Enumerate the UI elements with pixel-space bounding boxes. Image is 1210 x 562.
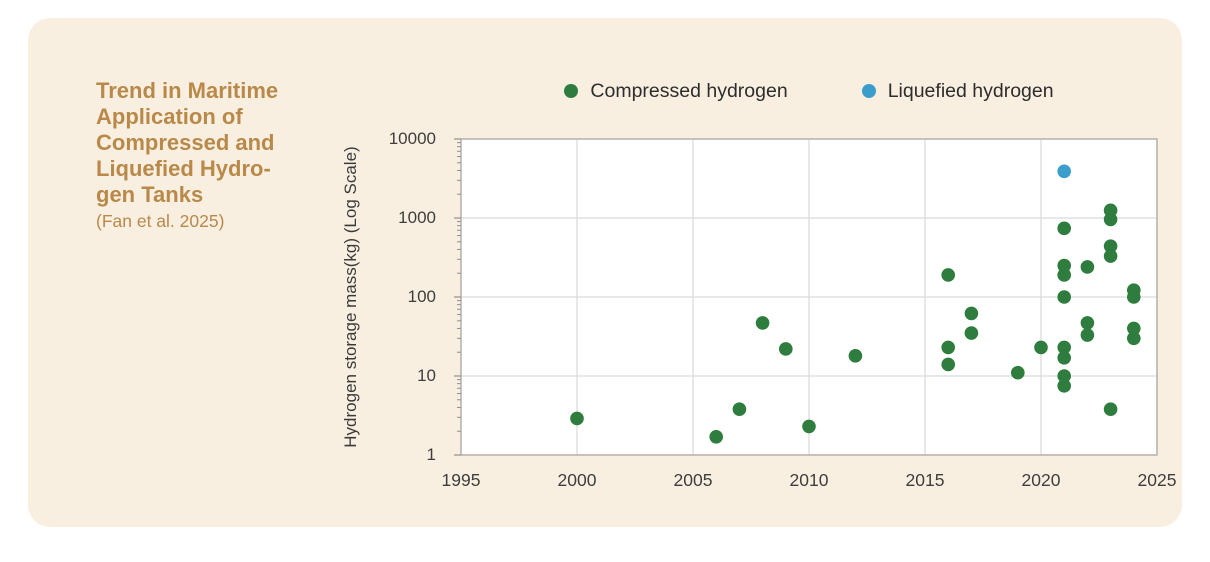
figure-card: Trend in Maritime Application of Compres… [28,18,1182,527]
chart-title: Trend in Maritime Application of Compres… [96,78,279,207]
data-point-compressed [1034,340,1048,355]
x-tick-label: 2005 [673,470,713,490]
data-point-compressed [779,342,793,356]
legend-label-compressed: Compressed hydrogen [590,79,788,102]
liquefied-hydrogen-dot-icon [861,84,876,98]
data-point-compressed [1057,268,1071,282]
data-point-compressed [941,357,955,372]
data-point-compressed [964,306,979,321]
y-tick-label: 10000 [388,129,436,148]
data-point-compressed [1057,379,1071,393]
x-tick-label: 2015 [905,470,945,490]
chart-legend: Compressed hydrogen Liquefied hydrogen [461,77,1157,105]
data-point-compressed [1127,290,1141,304]
legend-label-liquefied: Liquefied hydrogen [887,79,1054,102]
data-point-compressed [1127,331,1141,346]
data-point-compressed [732,402,747,416]
data-point-compressed [1011,365,1025,380]
data-point-compressed [570,411,584,426]
x-tick-label: 2020 [1021,470,1061,490]
data-point-compressed [1103,239,1118,253]
data-point-compressed [1057,340,1071,355]
data-point-compressed [1103,212,1118,227]
data-point-compressed [941,340,955,355]
data-point-compressed [1057,369,1071,383]
x-tick-label: 2010 [789,470,829,490]
compressed-hydrogen-dot-icon [564,84,579,98]
title-block: Trend in Maritime Application of Compres… [96,78,346,232]
y-tick-label: 1000 [398,208,436,227]
y-tick-label: 100 [407,287,436,306]
legend-item-compressed: Compressed hydrogen [564,79,788,103]
data-point-compressed [1080,328,1095,342]
data-point-compressed [1103,402,1118,416]
data-point-compressed [1057,258,1071,273]
data-point-liquefied [1057,164,1071,179]
x-tick-label: 2000 [557,470,597,490]
chart-source-citation: (Fan et al. 2025) [96,211,225,231]
data-point-compressed [709,429,723,444]
scatter-plot [454,138,1158,456]
data-point-compressed [1127,321,1141,336]
data-point-compressed [1057,290,1071,304]
y-tick-label: 1 [426,445,436,464]
data-point-compressed [848,349,863,363]
y-tick-label: 10 [417,366,436,385]
data-point-compressed [941,268,955,282]
legend-item-liquefied: Liquefied hydrogen [861,79,1054,103]
data-point-compressed [1057,221,1071,236]
data-point-compressed [1080,316,1095,330]
data-point-compressed [1057,350,1071,365]
data-point-compressed [1103,249,1118,263]
data-point-compressed [1080,260,1095,274]
data-point-compressed [802,419,816,434]
data-point-compressed [964,326,979,340]
data-point-compressed [755,316,770,330]
x-tick-label: 1995 [441,470,481,490]
x-tick-label: 2025 [1137,470,1177,490]
